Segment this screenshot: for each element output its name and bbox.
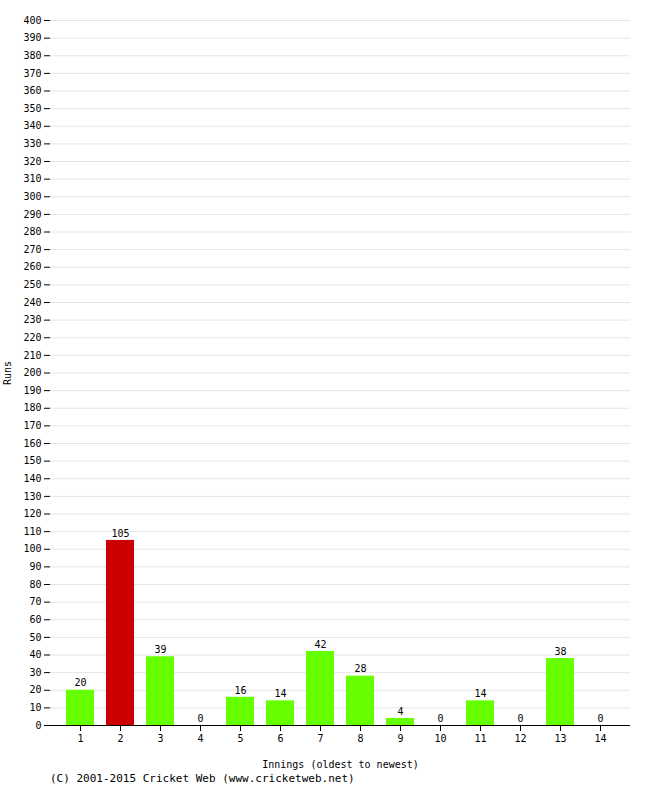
svg-text:220: 220 — [23, 332, 41, 343]
svg-text:6: 6 — [277, 733, 283, 744]
svg-text:Innings (oldest to newest): Innings (oldest to newest) — [262, 759, 419, 770]
svg-text:Runs: Runs — [2, 361, 13, 385]
svg-text:80: 80 — [29, 579, 41, 590]
svg-text:10: 10 — [29, 702, 41, 713]
svg-text:310: 310 — [23, 173, 41, 184]
svg-text:20: 20 — [74, 677, 86, 688]
svg-text:1: 1 — [77, 733, 83, 744]
svg-text:130: 130 — [23, 491, 41, 502]
svg-text:0: 0 — [35, 720, 41, 731]
svg-text:340: 340 — [23, 120, 41, 131]
svg-text:360: 360 — [23, 85, 41, 96]
svg-text:70: 70 — [29, 596, 41, 607]
svg-text:11: 11 — [474, 733, 486, 744]
svg-text:380: 380 — [23, 50, 41, 61]
svg-text:150: 150 — [23, 455, 41, 466]
svg-text:40: 40 — [29, 649, 41, 660]
svg-text:280: 280 — [23, 226, 41, 237]
svg-text:370: 370 — [23, 68, 41, 79]
svg-text:330: 330 — [23, 138, 41, 149]
svg-text:7: 7 — [317, 733, 323, 744]
svg-text:320: 320 — [23, 156, 41, 167]
svg-text:390: 390 — [23, 32, 41, 43]
svg-text:240: 240 — [23, 297, 41, 308]
svg-text:170: 170 — [23, 420, 41, 431]
svg-text:350: 350 — [23, 103, 41, 114]
svg-text:2: 2 — [117, 733, 123, 744]
svg-text:0: 0 — [517, 713, 523, 724]
svg-text:120: 120 — [23, 508, 41, 519]
svg-text:260: 260 — [23, 261, 41, 272]
svg-text:5: 5 — [237, 733, 243, 744]
svg-text:140: 140 — [23, 473, 41, 484]
svg-text:60: 60 — [29, 614, 41, 625]
svg-text:400: 400 — [23, 15, 41, 26]
svg-text:50: 50 — [29, 632, 41, 643]
svg-text:90: 90 — [29, 561, 41, 572]
svg-text:14: 14 — [474, 688, 486, 699]
svg-text:0: 0 — [197, 713, 203, 724]
svg-text:270: 270 — [23, 244, 41, 255]
svg-text:300: 300 — [23, 191, 41, 202]
svg-text:200: 200 — [23, 367, 41, 378]
svg-text:10: 10 — [434, 733, 446, 744]
svg-text:28: 28 — [354, 663, 366, 674]
svg-text:16: 16 — [234, 685, 246, 696]
svg-text:30: 30 — [29, 667, 41, 678]
svg-text:100: 100 — [23, 543, 41, 554]
svg-text:14: 14 — [594, 733, 606, 744]
svg-text:20: 20 — [29, 684, 41, 695]
svg-text:4: 4 — [397, 706, 403, 717]
svg-text:190: 190 — [23, 385, 41, 396]
svg-text:290: 290 — [23, 209, 41, 220]
svg-text:230: 230 — [23, 314, 41, 325]
svg-text:250: 250 — [23, 279, 41, 290]
svg-text:9: 9 — [397, 733, 403, 744]
svg-text:160: 160 — [23, 438, 41, 449]
svg-text:3: 3 — [157, 733, 163, 744]
svg-text:42: 42 — [314, 639, 326, 650]
svg-text:14: 14 — [274, 688, 286, 699]
svg-text:38: 38 — [554, 646, 566, 657]
svg-text:110: 110 — [23, 526, 41, 537]
svg-text:12: 12 — [514, 733, 526, 744]
svg-text:4: 4 — [197, 733, 203, 744]
svg-text:0: 0 — [597, 713, 603, 724]
svg-text:0: 0 — [437, 713, 443, 724]
svg-text:210: 210 — [23, 350, 41, 361]
html-text:(C) 2001-2015 Cricket Web (www: (C) 2001-2015 Cricket Web (www.cricketwe… — [50, 772, 355, 785]
svg-text:180: 180 — [23, 402, 41, 413]
svg-text:13: 13 — [554, 733, 566, 744]
svg-text:39: 39 — [154, 644, 166, 655]
svg-text:8: 8 — [357, 733, 363, 744]
svg-text:105: 105 — [111, 528, 129, 539]
